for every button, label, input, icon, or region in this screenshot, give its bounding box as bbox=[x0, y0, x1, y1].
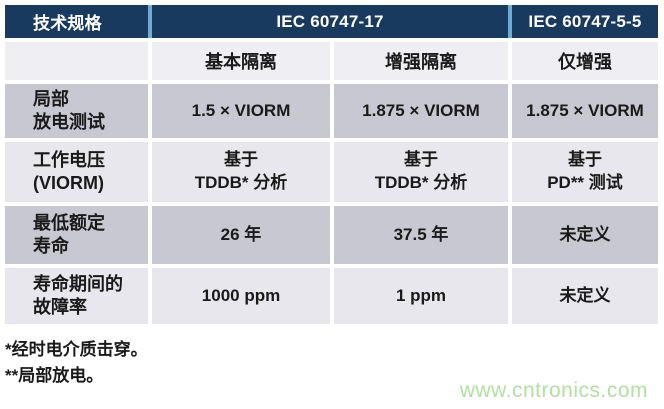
cell-value: 基于 TDDB* 分析 bbox=[334, 142, 508, 202]
table-header-row: 技术规格 IEC 60747-17 IEC 60747-5-5 bbox=[5, 5, 658, 38]
table-row-partial-discharge-test: 局部 放电测试 1.5 × VIORM 1.875 × VIORM 1.875 … bbox=[5, 84, 658, 138]
footnotes: *经时电介质击穿。 **局部放电。 bbox=[5, 337, 148, 389]
cell-value: 未定义 bbox=[512, 268, 658, 324]
row-label: 局部 放电测试 bbox=[5, 84, 148, 138]
subheader-cell-reinforced-isolation: 增强隔离 bbox=[334, 42, 508, 80]
watermark-url: www.cntronics.com bbox=[459, 379, 648, 402]
spec-comparison-table: 技术规格 IEC 60747-17 IEC 60747-5-5 基本隔离 增强隔… bbox=[5, 5, 658, 324]
table-row-lifetime-failure-rate: 寿命期间的 故障率 1000 ppm 1 ppm 未定义 bbox=[5, 268, 658, 324]
header-cell-iec-60747-17: IEC 60747-17 bbox=[152, 5, 508, 38]
footnote-pd: **局部放电。 bbox=[5, 366, 104, 385]
header-cell-spec: 技术规格 bbox=[5, 5, 148, 38]
cell-value: 1.5 × VIORM bbox=[152, 84, 330, 138]
cell-value: 37.5 年 bbox=[334, 206, 508, 264]
row-label: 工作电压 (VIORM) bbox=[5, 142, 148, 202]
row-label: 最低额定 寿命 bbox=[5, 206, 148, 264]
footnote-tddb: *经时电介质击穿。 bbox=[5, 340, 148, 359]
table-subheader-row: 基本隔离 增强隔离 仅增强 bbox=[5, 42, 658, 80]
table-row-working-voltage: 工作电压 (VIORM) 基于 TDDB* 分析 基于 TDDB* 分析 基于 … bbox=[5, 142, 658, 202]
cell-value: 基于 PD** 测试 bbox=[512, 142, 658, 202]
cell-value: 未定义 bbox=[512, 206, 658, 264]
header-cell-iec-60747-5-5: IEC 60747-5-5 bbox=[512, 5, 658, 38]
subheader-cell-basic-isolation: 基本隔离 bbox=[152, 42, 330, 80]
row-label: 寿命期间的 故障率 bbox=[5, 268, 148, 324]
subheader-cell-reinforced-only: 仅增强 bbox=[512, 42, 658, 80]
table-row-min-rated-lifetime: 最低额定 寿命 26 年 37.5 年 未定义 bbox=[5, 206, 658, 264]
subheader-cell-empty bbox=[5, 42, 148, 80]
cell-value: 1 ppm bbox=[334, 268, 508, 324]
cell-value: 1.875 × VIORM bbox=[334, 84, 508, 138]
cell-value: 1000 ppm bbox=[152, 268, 330, 324]
cell-value: 基于 TDDB* 分析 bbox=[152, 142, 330, 202]
cell-value: 26 年 bbox=[152, 206, 330, 264]
cell-value: 1.875 × VIORM bbox=[512, 84, 658, 138]
